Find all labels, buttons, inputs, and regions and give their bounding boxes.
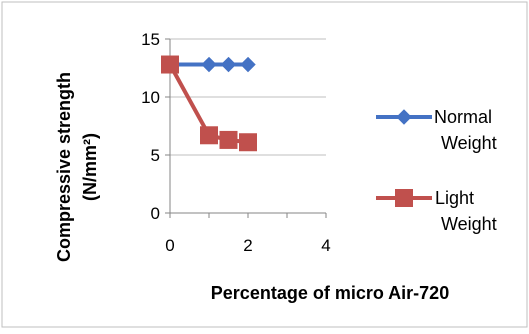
series-light-weight <box>161 55 257 152</box>
gridlines <box>170 38 326 156</box>
y-tick-label: 15 <box>141 30 160 49</box>
data-point <box>239 133 257 152</box>
data-point <box>161 55 179 74</box>
y-tick-label: 5 <box>151 146 160 165</box>
x-axis-label: Percentage of micro Air-720 <box>211 283 449 303</box>
legend-label-line2: Weight <box>441 214 497 234</box>
data-point <box>201 56 217 73</box>
chart-border <box>1 1 528 328</box>
data-point <box>220 56 237 73</box>
legend-marker <box>395 189 413 207</box>
legend: Normal Weight Light Weight <box>376 107 497 234</box>
x-tick-label: 4 <box>321 236 330 255</box>
data-point <box>240 56 256 73</box>
y-axis-label-line2: (N/mm²) <box>80 133 100 201</box>
y-axis-label-line1: Compressive strength <box>54 72 74 262</box>
legend-label-line1: Light <box>435 188 474 208</box>
legend-label-line1: Normal <box>434 107 492 127</box>
legend-label-line2: Weight <box>441 133 497 153</box>
axes: 0 5 10 15 0 2 4 <box>141 30 331 255</box>
data-point <box>200 126 218 145</box>
series-layer <box>161 55 257 152</box>
x-tick-label: 2 <box>243 236 252 255</box>
series-line <box>168 63 249 145</box>
legend-marker <box>396 109 412 125</box>
x-tick-label: 0 <box>165 236 174 255</box>
y-tick-label: 0 <box>151 204 160 223</box>
y-tick-label: 10 <box>141 88 160 107</box>
data-point <box>219 130 238 149</box>
